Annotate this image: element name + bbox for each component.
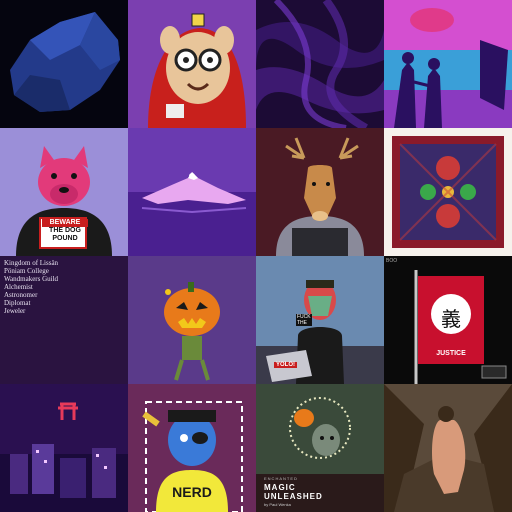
purple-mountain-image xyxy=(128,128,256,256)
magic-title-line1: MAGIC xyxy=(264,483,296,492)
title-item: Jeweler xyxy=(4,307,26,315)
tile-arthur-hoodie[interactable] xyxy=(128,0,256,128)
laptop-sticker-2: YOLO! xyxy=(274,362,297,368)
tile-blue-rock[interactable] xyxy=(0,0,128,128)
tile-deer-hoodie[interactable] xyxy=(256,128,384,256)
tile-dog-pound[interactable]: BEWARE THE DOG POUND xyxy=(0,128,128,256)
tile-magic-unleashed[interactable]: ENCHANTED MAGIC UNLEASHED by Paul Wenka xyxy=(256,384,384,512)
tile-night-city[interactable] xyxy=(0,384,128,512)
red-tapestry-image xyxy=(384,128,512,256)
dog-sign-line3: POUND xyxy=(52,235,78,242)
tile-couple-sunset[interactable] xyxy=(384,0,512,128)
pumpkin-head-image xyxy=(128,256,256,384)
title-item: Astronomer xyxy=(4,291,38,299)
couple-sunset-image xyxy=(384,0,512,128)
magic-small-caption: ENCHANTED xyxy=(264,476,298,481)
magic-byline: by Paul Wenka xyxy=(264,502,291,507)
justice-caption: JUSTICE xyxy=(436,350,466,357)
tile-laptop-guy[interactable]: FUCK THE YOLO! xyxy=(256,256,384,384)
purple-smoke-image xyxy=(256,0,384,128)
justice-flag-image xyxy=(384,256,512,384)
tile-pumpkin-head[interactable] xyxy=(128,256,256,384)
title-item: Pöniam College xyxy=(4,267,49,275)
laptop-sticker-1: FUCK THE xyxy=(296,314,312,326)
tile-purple-mountain[interactable] xyxy=(128,128,256,256)
dog-sign-line2: THE DOG xyxy=(49,227,81,234)
title-item: Kingdom of Lissän xyxy=(4,259,59,267)
title-item: Alchemist xyxy=(4,283,33,291)
nerd-shirt-text: NERD xyxy=(172,484,212,500)
arthur-hoodie-image xyxy=(128,0,256,128)
justice-glyph: 義 xyxy=(441,307,461,331)
night-city-image xyxy=(0,384,128,512)
magic-unleashed-image xyxy=(256,384,384,512)
tile-justice-flag[interactable]: 義 JUSTICE BOO xyxy=(384,256,512,384)
nerd-character-image xyxy=(128,384,256,512)
tile-titles-list[interactable]: Kingdom of Lissän Pöniam College Wandmak… xyxy=(0,256,128,384)
dog-sign-line1: BEWARE xyxy=(42,219,88,227)
justice-corner-text: BOO xyxy=(386,258,398,264)
tile-red-tapestry[interactable] xyxy=(384,128,512,256)
magic-title-line2: UNLEASHED xyxy=(264,492,323,501)
tile-nerd-character[interactable]: NERD xyxy=(128,384,256,512)
dog-pound-image xyxy=(0,128,128,256)
tile-nude-figure[interactable] xyxy=(384,384,512,512)
tile-purple-smoke[interactable] xyxy=(256,0,384,128)
title-item: Wandmakers Guild xyxy=(4,275,59,283)
title-item: Diplomat xyxy=(4,299,31,307)
deer-hoodie-image xyxy=(256,128,384,256)
nude-figure-image xyxy=(384,384,512,512)
blue-rock-image xyxy=(0,0,128,128)
titles-list: Kingdom of Lissän Pöniam College Wandmak… xyxy=(4,259,58,315)
